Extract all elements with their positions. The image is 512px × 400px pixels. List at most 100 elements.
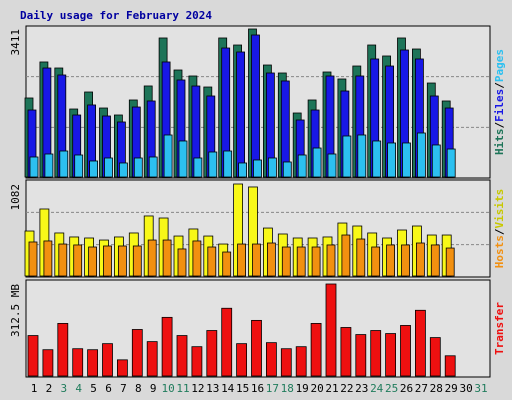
bar: [251, 319, 262, 377]
bar: [355, 334, 367, 377]
x-tick-label: 18: [281, 382, 294, 395]
bar: [44, 153, 54, 178]
bar: [221, 307, 233, 377]
bar: [236, 51, 246, 178]
bar: [282, 161, 292, 178]
x-tick-label: 25: [385, 382, 398, 395]
bar: [146, 341, 158, 377]
bar: [103, 245, 112, 277]
bar: [163, 134, 173, 178]
x-tick-label: 21: [325, 382, 338, 395]
bar: [178, 140, 188, 178]
x-tick-label: 27: [415, 382, 428, 395]
y-tick-label: 312.5 MB: [9, 284, 22, 337]
bar: [162, 239, 172, 277]
x-tick-label: 23: [355, 382, 368, 395]
bar: [253, 159, 262, 178]
bar: [28, 241, 38, 277]
bar: [88, 246, 97, 277]
x-tick-label: 12: [191, 382, 204, 395]
bar: [414, 309, 426, 377]
x-tick-label: 4: [75, 382, 82, 395]
x-tick-label: 11: [176, 382, 189, 395]
x-tick-label: 1: [31, 382, 38, 395]
legend-separator: /: [493, 82, 506, 89]
x-tick-label: 16: [251, 382, 264, 395]
bar: [372, 140, 382, 178]
bar: [297, 154, 307, 178]
bar: [206, 330, 218, 377]
bar: [266, 242, 276, 277]
x-tick-label: 6: [105, 382, 112, 395]
bar: [59, 150, 69, 178]
x-tick-label: 10: [161, 382, 174, 395]
legend: Transfer: [493, 302, 506, 355]
x-tick-label: 3: [60, 382, 67, 395]
bar: [402, 142, 411, 178]
x-tick-label: 8: [135, 382, 142, 395]
bar: [192, 240, 202, 277]
bar: [147, 239, 157, 277]
x-tick-label: 30: [459, 382, 472, 395]
bar: [161, 316, 173, 377]
bar: [400, 325, 411, 377]
legend-entry: Transfer: [493, 302, 506, 355]
x-tick-label: 19: [296, 382, 309, 395]
x-tick-label: 24: [370, 382, 384, 395]
bar: [295, 346, 307, 377]
legend: Hits/Files/Pages: [493, 49, 506, 155]
bar: [310, 323, 322, 377]
bar: [176, 335, 188, 377]
legend-entry: Visits: [493, 189, 506, 229]
bar: [133, 157, 143, 178]
legend: Hosts/Visits: [493, 189, 506, 269]
bar: [207, 246, 217, 277]
bar: [208, 151, 218, 178]
bar: [117, 359, 128, 377]
bar: [29, 156, 39, 178]
bar: [342, 135, 352, 178]
x-tick-label: 26: [400, 382, 413, 395]
bar: [416, 132, 426, 178]
legend-entry: Hosts: [493, 235, 506, 268]
bar: [281, 246, 291, 277]
x-tick-label: 15: [236, 382, 249, 395]
bar: [341, 234, 351, 277]
bar: [27, 335, 39, 377]
legend-separator: /: [493, 228, 506, 235]
bar: [223, 150, 233, 178]
bar: [131, 329, 143, 377]
bar: [356, 238, 366, 277]
bar: [74, 154, 84, 178]
bar: [251, 34, 260, 178]
bar: [446, 148, 456, 178]
bar: [326, 244, 336, 277]
legend-entry: Pages: [493, 49, 506, 82]
bar: [444, 355, 456, 377]
bar: [118, 245, 127, 277]
bar: [357, 134, 367, 178]
x-tick-label: 28: [430, 382, 443, 395]
x-tick-label: 5: [90, 382, 97, 395]
legend-entry: Hits: [493, 129, 506, 156]
legend-entry: Files: [493, 89, 506, 122]
y-tick-label: 3411: [9, 29, 22, 56]
x-tick-label: 7: [120, 382, 127, 395]
x-tick-label: 29: [445, 382, 458, 395]
bar: [401, 244, 410, 277]
bar: [238, 162, 248, 178]
bar: [87, 349, 98, 377]
x-tick-label: 22: [340, 382, 353, 395]
bar: [177, 248, 187, 277]
bar: [415, 242, 425, 277]
bar: [371, 246, 381, 277]
bar: [312, 147, 322, 178]
bar: [340, 327, 352, 377]
bar: [132, 245, 142, 277]
x-tick-label: 20: [310, 382, 323, 395]
bar: [431, 144, 441, 178]
bar: [445, 247, 455, 277]
legend-separator: /: [493, 122, 506, 129]
x-tick-label: 14: [221, 382, 235, 395]
